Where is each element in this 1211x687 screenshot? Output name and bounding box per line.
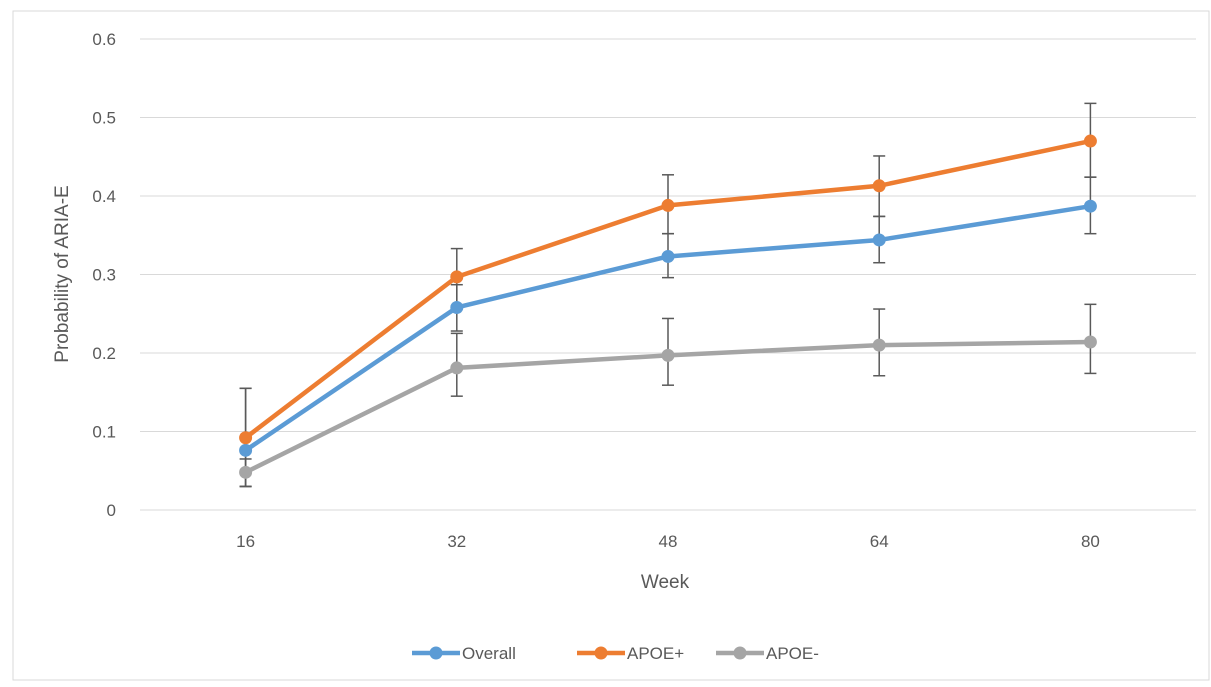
data-point bbox=[872, 179, 886, 193]
legend-label: APOE- bbox=[766, 644, 819, 663]
series-lines bbox=[239, 134, 1097, 479]
x-axis-title: Week bbox=[641, 572, 690, 593]
legend-marker bbox=[733, 646, 747, 660]
legend-marker bbox=[429, 646, 443, 660]
y-axis-ticks: 0 0.1 0.2 0.3 0.4 0.5 0.6 bbox=[92, 30, 116, 520]
data-point bbox=[450, 300, 464, 314]
x-axis-ticks: 16 32 48 64 80 bbox=[236, 532, 1100, 551]
y-tick-label: 0.4 bbox=[92, 187, 116, 206]
y-tick-label: 0.5 bbox=[92, 109, 116, 128]
y-axis-title: Probability of ARIA-E bbox=[52, 185, 73, 362]
x-tick-label: 80 bbox=[1081, 532, 1100, 551]
data-point bbox=[661, 198, 675, 212]
legend-item: Overall bbox=[412, 644, 516, 663]
legend: Overall APOE+ APOE- bbox=[412, 644, 819, 663]
legend-item: APOE+ bbox=[577, 644, 684, 663]
x-tick-label: 64 bbox=[870, 532, 889, 551]
x-tick-label: 48 bbox=[659, 532, 678, 551]
data-point bbox=[450, 361, 464, 375]
data-point bbox=[239, 443, 253, 457]
data-point bbox=[1083, 199, 1097, 213]
data-point bbox=[872, 338, 886, 352]
data-point bbox=[661, 249, 675, 263]
legend-label: APOE+ bbox=[627, 644, 684, 663]
data-point bbox=[450, 270, 464, 284]
chart-border bbox=[12, 10, 1210, 681]
legend-item: APOE- bbox=[716, 644, 819, 663]
data-point bbox=[239, 465, 253, 479]
data-point bbox=[872, 233, 886, 247]
data-point bbox=[239, 431, 253, 445]
data-point bbox=[1083, 335, 1097, 349]
x-tick-label: 32 bbox=[447, 532, 466, 551]
legend-marker bbox=[594, 646, 608, 660]
x-tick-label: 16 bbox=[236, 532, 255, 551]
y-tick-label: 0.3 bbox=[92, 266, 116, 285]
y-tick-label: 0.1 bbox=[92, 423, 116, 442]
data-point bbox=[661, 348, 675, 362]
data-point bbox=[1083, 134, 1097, 148]
y-tick-label: 0.6 bbox=[92, 30, 116, 49]
y-tick-label: 0.2 bbox=[92, 344, 116, 363]
y-tick-label: 0 bbox=[107, 501, 116, 520]
legend-label: Overall bbox=[462, 644, 516, 663]
